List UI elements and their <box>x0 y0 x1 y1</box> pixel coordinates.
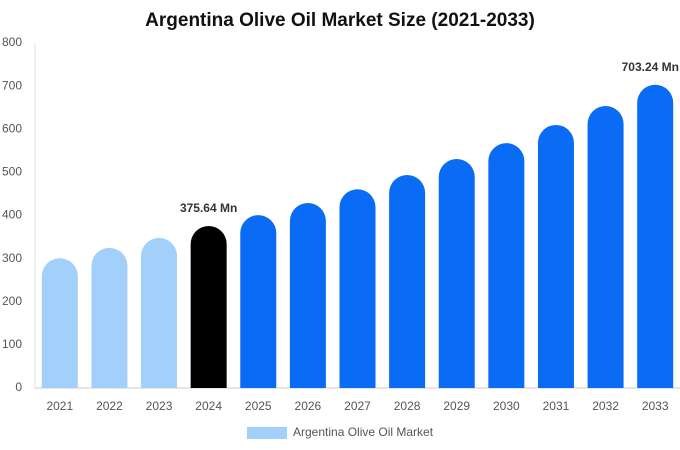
x-tick-label: 2027 <box>344 399 371 413</box>
x-tick-label: 2031 <box>543 399 570 413</box>
x-tick-label: 2021 <box>46 399 73 413</box>
bar <box>190 226 227 388</box>
x-tick-label: 2026 <box>295 399 322 413</box>
bar <box>289 202 326 388</box>
y-tick-label: 200 <box>2 294 22 308</box>
chart-title: Argentina Olive Oil Market Size (2021-20… <box>145 10 535 31</box>
data-label: 703.24 Mn <box>622 60 679 74</box>
bar <box>41 258 78 388</box>
legend-swatch <box>247 427 287 439</box>
bar <box>389 174 426 388</box>
bar <box>587 105 624 389</box>
bar <box>91 247 128 388</box>
bar <box>488 143 525 388</box>
y-tick-label: 800 <box>2 35 22 49</box>
bar <box>240 215 277 388</box>
x-tick-label: 2022 <box>96 399 123 413</box>
x-tick-label: 2024 <box>195 399 222 413</box>
y-tick-label: 600 <box>2 121 22 135</box>
x-tick-label: 2025 <box>245 399 272 413</box>
data-label: 375.64 Mn <box>180 201 237 215</box>
bar <box>141 237 178 388</box>
x-tick-label: 2033 <box>642 399 669 413</box>
bar <box>537 124 574 388</box>
y-tick-label: 500 <box>2 165 22 179</box>
bar <box>339 189 376 388</box>
y-tick-label: 300 <box>2 251 22 265</box>
x-tick-label: 2029 <box>443 399 470 413</box>
x-tick-label: 2028 <box>394 399 421 413</box>
legend-label: Argentina Olive Oil Market <box>293 425 434 439</box>
bar <box>637 84 674 388</box>
y-tick-label: 100 <box>2 337 22 351</box>
y-tick-label: 0 <box>15 380 22 394</box>
y-tick-label: 400 <box>2 208 22 222</box>
y-tick-label: 700 <box>2 78 22 92</box>
x-tick-label: 2032 <box>592 399 619 413</box>
x-tick-label: 2023 <box>146 399 173 413</box>
x-tick-label: 2030 <box>493 399 520 413</box>
bar <box>438 159 475 388</box>
